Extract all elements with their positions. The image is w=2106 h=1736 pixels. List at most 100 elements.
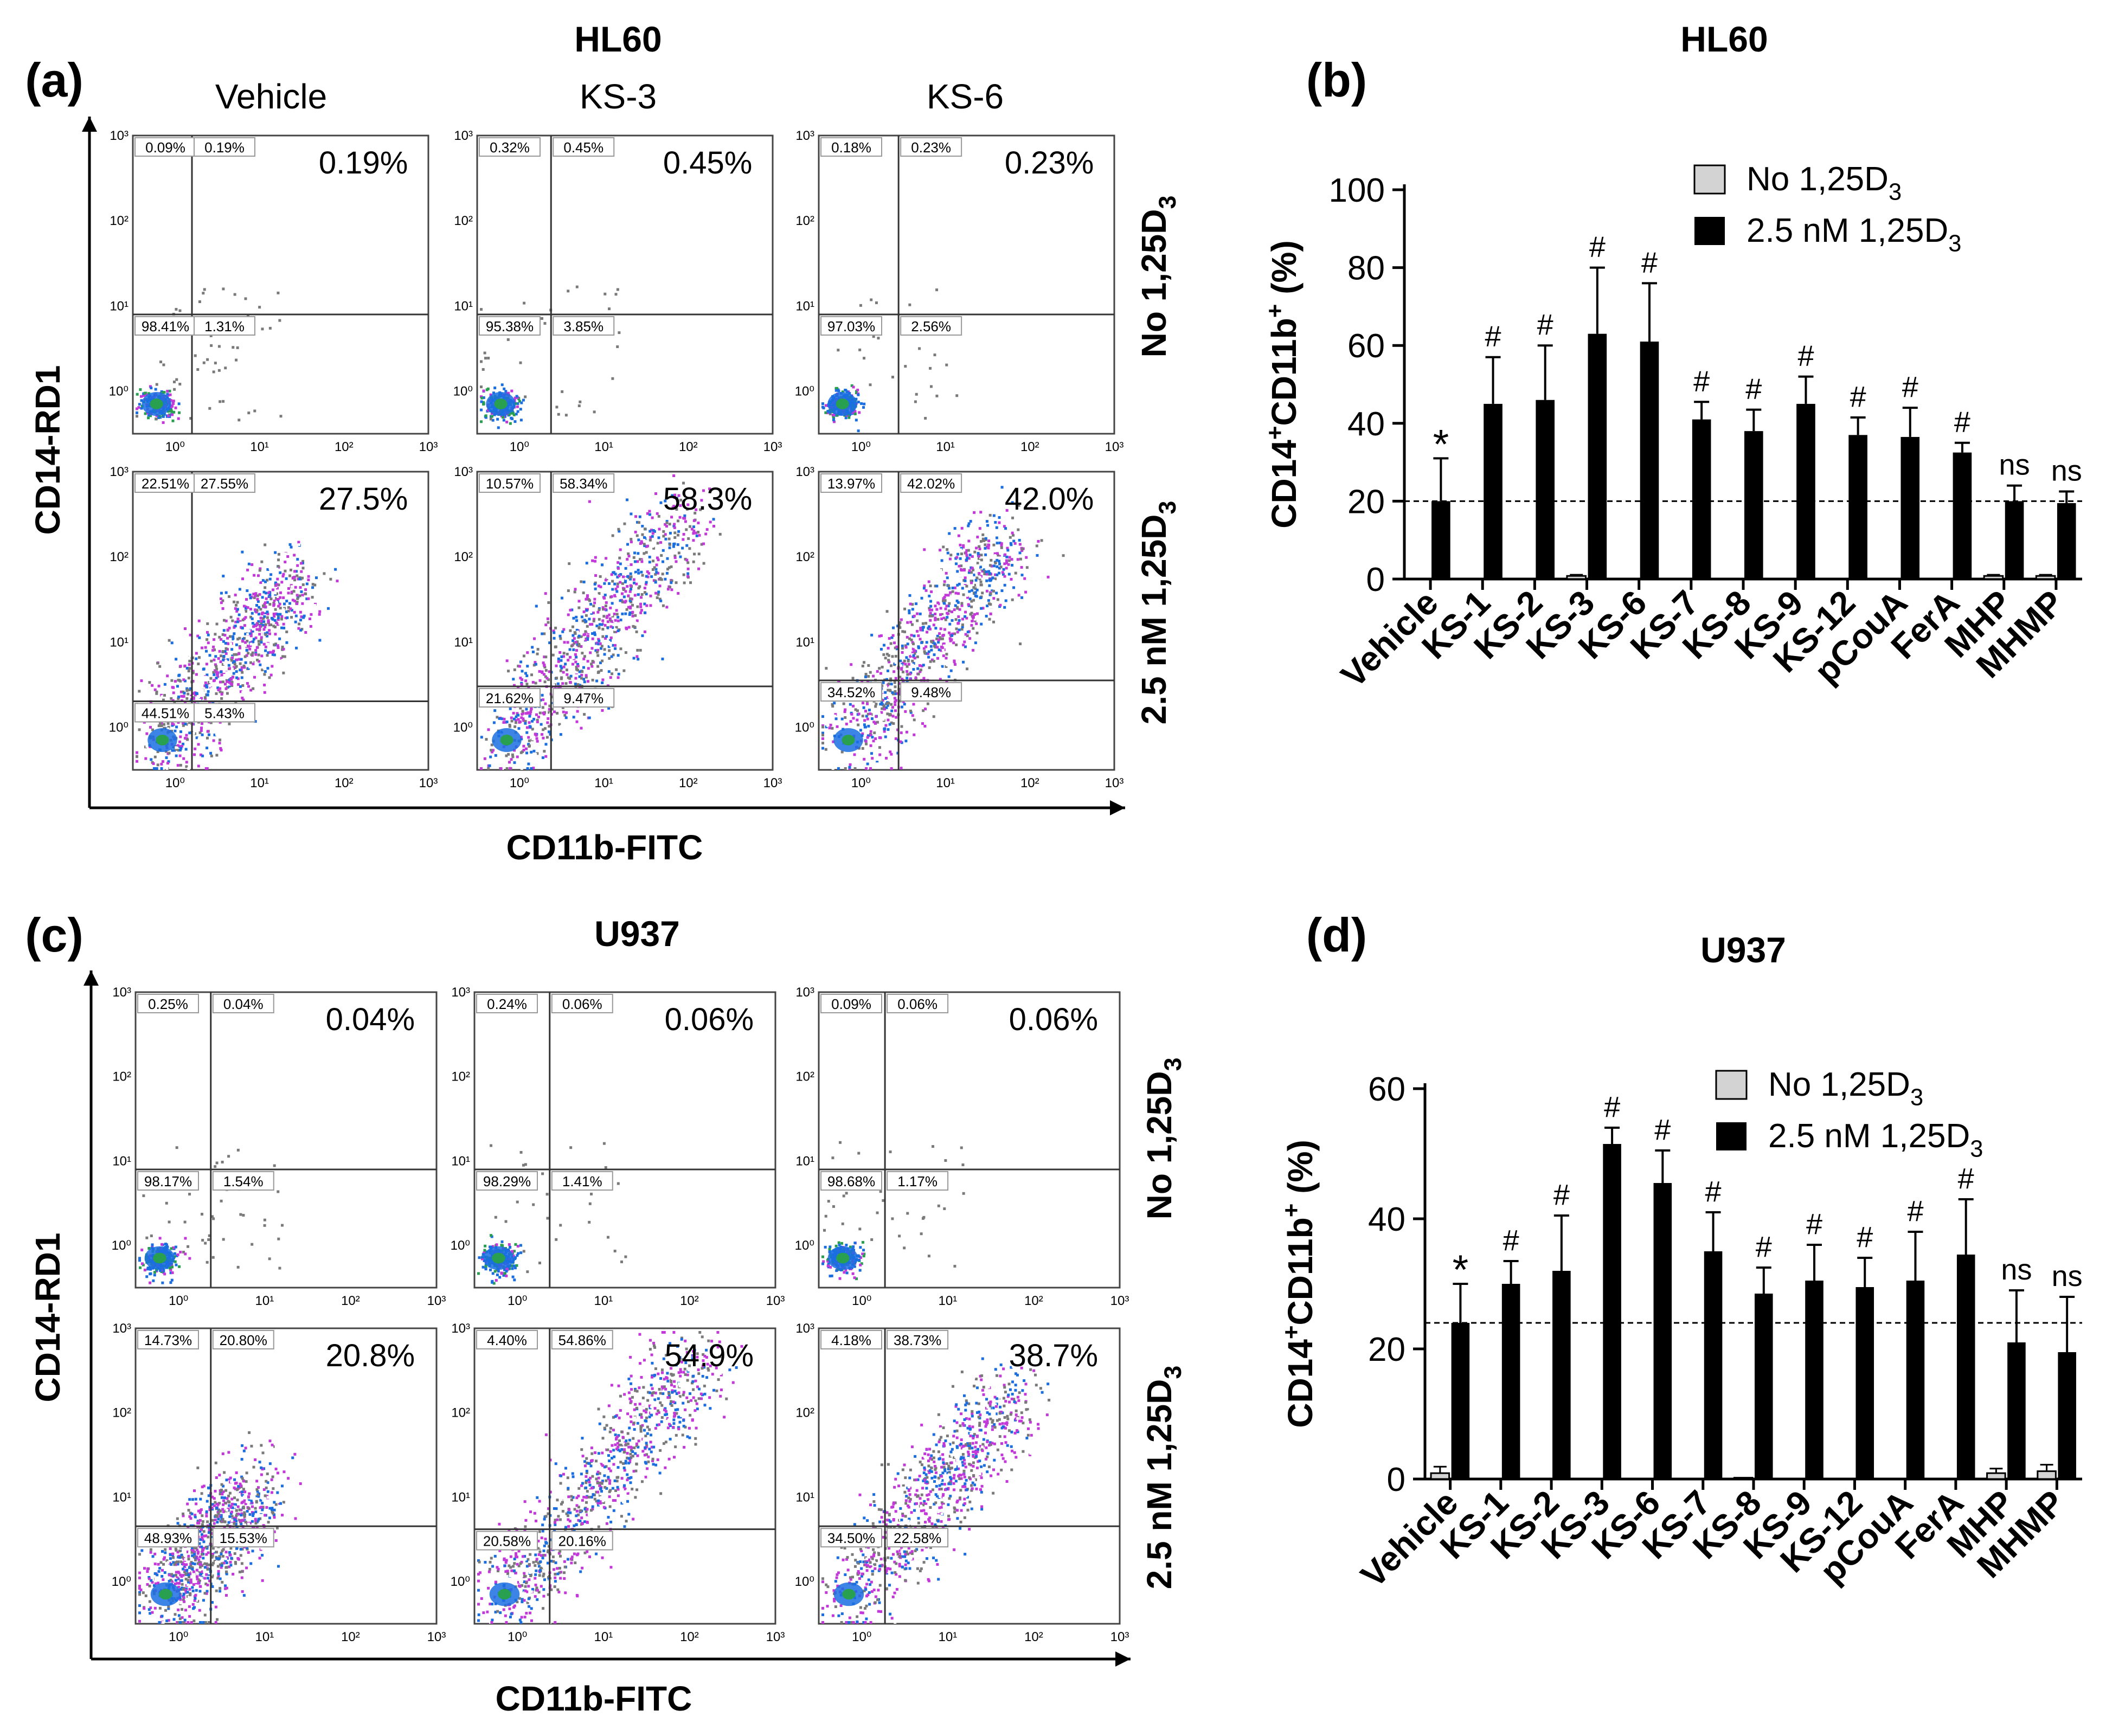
event-dot bbox=[167, 410, 170, 413]
x-tick-label: 10² bbox=[1020, 776, 1039, 790]
event-dot bbox=[994, 561, 997, 564]
event-dot bbox=[155, 383, 158, 386]
event-dot bbox=[503, 717, 506, 721]
event-dot bbox=[179, 749, 182, 752]
event-dot bbox=[535, 605, 538, 608]
event-dot bbox=[528, 739, 531, 742]
event-dot bbox=[887, 741, 890, 744]
event-dot bbox=[311, 583, 314, 586]
event-dot bbox=[850, 1266, 853, 1270]
event-dot bbox=[555, 736, 558, 739]
event-dot bbox=[258, 642, 261, 646]
event-dot bbox=[238, 588, 241, 591]
event-dot bbox=[970, 612, 973, 615]
event-dot bbox=[671, 506, 675, 509]
event-dot bbox=[233, 632, 236, 635]
event-dot bbox=[947, 584, 950, 587]
event-dot bbox=[861, 1252, 864, 1256]
event-dot bbox=[933, 642, 936, 645]
event-dot bbox=[266, 631, 269, 634]
event-dot bbox=[511, 1261, 515, 1264]
event-dot bbox=[529, 712, 532, 716]
event-dot bbox=[934, 616, 937, 620]
event-dot bbox=[206, 685, 209, 689]
quadrant-lower-left-box bbox=[134, 316, 196, 336]
event-dot bbox=[568, 648, 572, 651]
quadrant-upper-right-value: 0.06% bbox=[562, 996, 602, 1012]
event-dot bbox=[627, 563, 630, 566]
event-dot bbox=[923, 650, 926, 653]
event-dot bbox=[911, 674, 915, 678]
event-dot bbox=[881, 698, 884, 702]
event-dot bbox=[898, 1235, 901, 1238]
event-dot bbox=[903, 640, 906, 643]
event-dot bbox=[1011, 598, 1014, 601]
event-dot bbox=[1012, 539, 1016, 543]
event-dot bbox=[697, 522, 700, 525]
event-dot bbox=[981, 533, 985, 536]
event-dot bbox=[654, 492, 658, 495]
event-dot bbox=[191, 670, 195, 673]
event-dot bbox=[547, 717, 550, 720]
event-dot bbox=[261, 579, 265, 582]
event-dot bbox=[862, 406, 865, 409]
event-dot bbox=[852, 385, 855, 389]
event-dot bbox=[530, 750, 533, 754]
event-dot bbox=[919, 612, 922, 615]
event-dot bbox=[582, 591, 585, 595]
event-dot bbox=[211, 1215, 214, 1218]
event-dot bbox=[318, 639, 322, 642]
event-dot bbox=[244, 297, 247, 300]
event-dot bbox=[516, 1254, 519, 1257]
event-dot bbox=[204, 646, 207, 649]
event-dot bbox=[949, 554, 953, 557]
event-dot bbox=[998, 571, 1001, 575]
event-dot bbox=[498, 717, 501, 720]
event-dot bbox=[241, 684, 245, 687]
event-dot bbox=[284, 552, 287, 555]
event-dot bbox=[224, 619, 228, 622]
event-dot bbox=[224, 660, 228, 663]
event-dot bbox=[884, 697, 887, 700]
event-dot bbox=[670, 581, 673, 584]
event-dot bbox=[138, 1259, 141, 1262]
event-dot bbox=[574, 632, 577, 635]
event-dot bbox=[654, 591, 658, 595]
event-dot bbox=[265, 597, 268, 600]
event-dot bbox=[898, 687, 901, 691]
event-dot bbox=[200, 726, 203, 730]
event-dot bbox=[948, 587, 951, 590]
event-dot bbox=[1007, 563, 1010, 566]
event-dot bbox=[845, 722, 848, 725]
event-dot bbox=[673, 556, 677, 560]
event-dot bbox=[544, 592, 547, 595]
event-dot bbox=[296, 594, 299, 597]
event-dot bbox=[147, 416, 150, 420]
event-dot bbox=[577, 634, 581, 638]
event-dot bbox=[686, 503, 690, 506]
event-dot bbox=[829, 1275, 832, 1278]
event-dot bbox=[875, 703, 878, 706]
event-dot bbox=[223, 723, 226, 726]
event-dot bbox=[168, 409, 171, 413]
event-dot bbox=[945, 653, 948, 656]
event-dot bbox=[604, 578, 607, 582]
event-dot bbox=[179, 745, 183, 748]
event-dot bbox=[865, 715, 868, 718]
event-dot bbox=[834, 748, 838, 751]
event-dot bbox=[631, 614, 634, 618]
event-dot bbox=[202, 292, 205, 295]
event-dot bbox=[256, 600, 260, 603]
event-dot bbox=[611, 377, 614, 380]
y-tick-label: 10⁰ bbox=[109, 720, 129, 735]
event-dot bbox=[677, 494, 680, 497]
event-dot bbox=[702, 500, 705, 503]
panel-a-y-axis-label: CD14-RD1 bbox=[28, 365, 67, 535]
event-dot bbox=[236, 620, 239, 623]
event-dot bbox=[601, 709, 604, 712]
event-dot bbox=[251, 629, 254, 633]
event-dot bbox=[647, 572, 651, 575]
event-dot bbox=[276, 598, 279, 601]
quadrant-lower-right-value: 5.43% bbox=[204, 705, 245, 722]
event-dot bbox=[951, 634, 954, 637]
